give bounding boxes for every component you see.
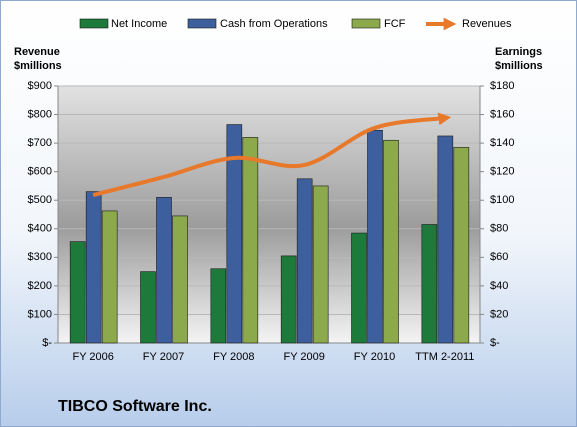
legend-icon: [351, 18, 381, 29]
x-tick-label: FY 2009: [283, 351, 324, 363]
bar: [421, 224, 438, 344]
y2-tick-label: $60: [490, 251, 508, 263]
y-tick-label: $400: [28, 223, 52, 235]
bar: [140, 271, 156, 344]
x-tick-label: TTM 2-2011: [415, 351, 474, 363]
legend-icon: [79, 18, 109, 29]
y-axis-label: Revenue: [14, 46, 60, 58]
y2-tick-label: $120: [490, 166, 514, 178]
revenue-line: [92, 112, 452, 198]
x-tick-label: FY 2008: [213, 351, 254, 363]
y2-tick-label: $-: [490, 337, 500, 349]
bar: [156, 197, 172, 344]
legend-label: FCF: [384, 18, 406, 30]
y2-tick-label: $40: [490, 280, 508, 292]
bar: [85, 191, 102, 344]
bar: [351, 232, 367, 344]
y2-tick-label: $140: [490, 137, 514, 149]
y-tick-label: $600: [28, 166, 52, 178]
bar: [383, 139, 399, 344]
y-axis-label: $millions: [14, 60, 62, 72]
y2-tick-label: $180: [490, 80, 514, 92]
y2-axis-label: $millions: [495, 60, 543, 72]
bar: [280, 255, 297, 344]
y2-tick-label: $100: [490, 194, 514, 206]
y-tick-label: $200: [28, 280, 52, 292]
plot-area: [58, 86, 480, 343]
legend-label: Cash from Operations: [220, 18, 328, 30]
x-tick-label: FY 2007: [143, 351, 184, 363]
bar: [101, 210, 118, 344]
bar: [242, 137, 259, 344]
bar: [312, 185, 329, 344]
y-tick-label: $800: [28, 108, 52, 120]
legend-label: Net Income: [111, 18, 167, 30]
chart-title: TIBCO Software Inc.: [58, 398, 212, 415]
legend-icon: [187, 18, 217, 29]
bar: [172, 215, 188, 344]
y-tick-label: $900: [28, 80, 52, 92]
y-tick-label: $300: [28, 251, 52, 263]
x-tick-label: FY 2006: [72, 351, 113, 363]
y-tick-label: $500: [28, 194, 52, 206]
x-tick-label: FY 2010: [354, 351, 395, 363]
y2-axis-label: Earnings: [495, 46, 542, 58]
y-tick-label: $700: [28, 137, 52, 149]
y-tick-label: $-: [42, 337, 52, 349]
bar: [226, 124, 243, 344]
y2-tick-label: $20: [490, 308, 508, 320]
bar: [453, 147, 470, 344]
bar: [367, 129, 383, 344]
bar: [437, 135, 454, 344]
legend-label: Revenues: [462, 18, 512, 30]
y-tick-label: $100: [28, 308, 52, 320]
y2-tick-label: $160: [490, 108, 514, 120]
bar: [210, 268, 227, 344]
bar: [296, 178, 313, 344]
bar: [69, 241, 86, 344]
y2-tick-label: $80: [490, 223, 508, 235]
